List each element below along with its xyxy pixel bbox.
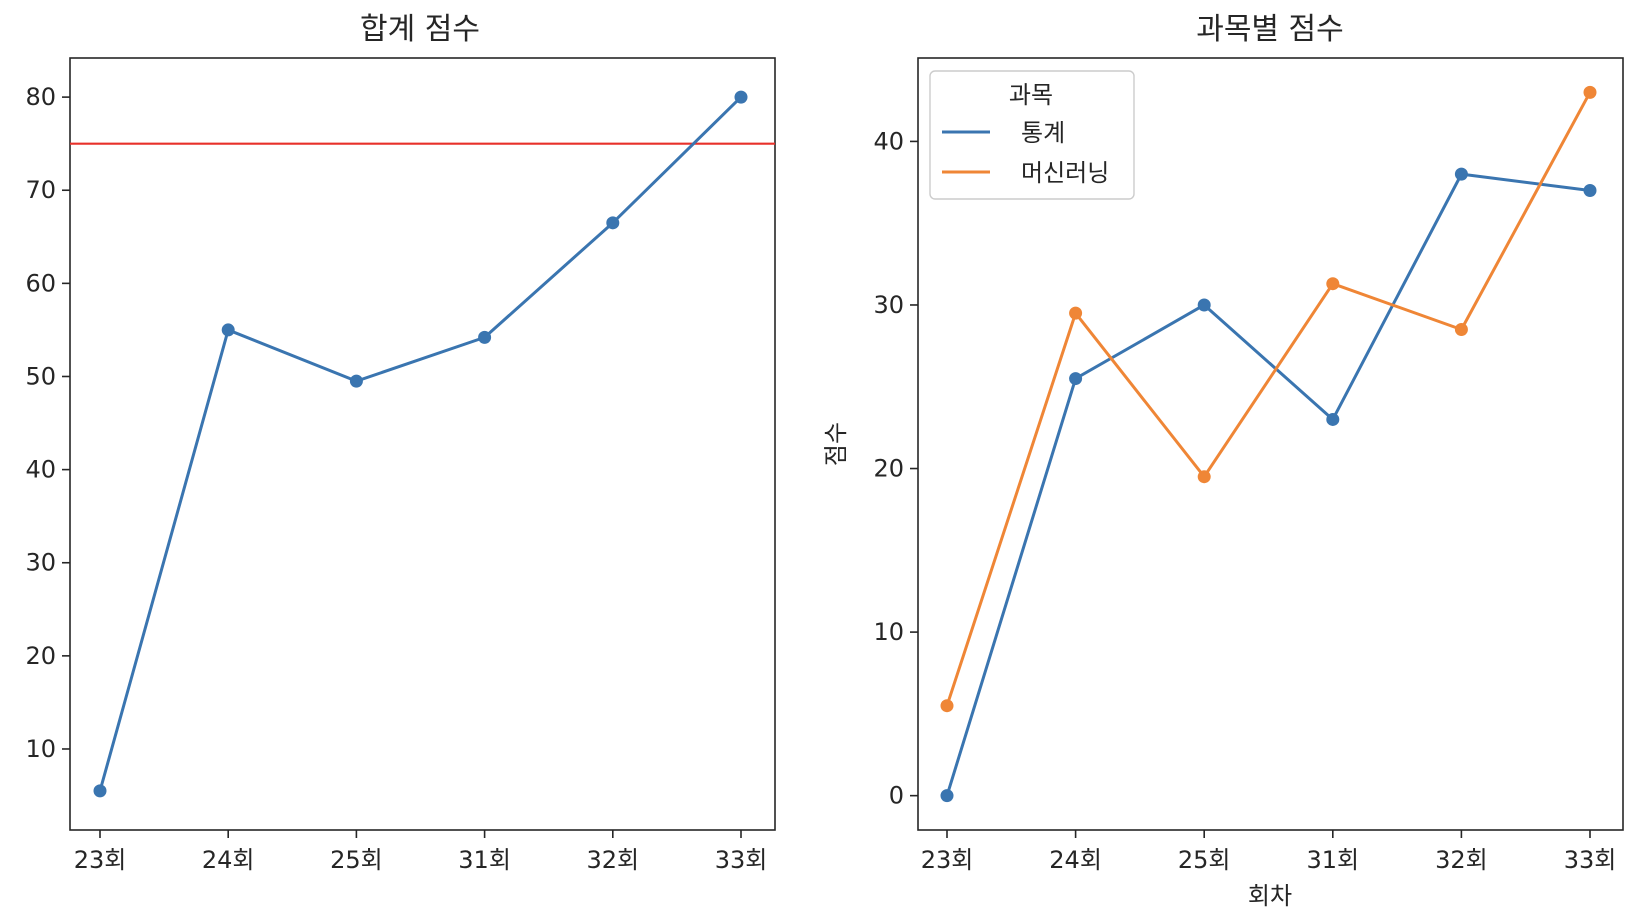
y-tick-label: 30 bbox=[873, 291, 904, 319]
data-point-series-2 bbox=[1454, 323, 1468, 337]
chart-title: 합계 점수 bbox=[360, 12, 480, 47]
x-tick-label: 23회 bbox=[74, 846, 127, 874]
data-point-series-1 bbox=[606, 216, 620, 230]
plot-frame bbox=[69, 57, 776, 831]
legend: 과목 통계 머신러닝 bbox=[929, 70, 1135, 200]
data-point-series-1 bbox=[349, 374, 363, 388]
x-axis: 23회 24회 25회 31회 32회 33회 bbox=[921, 830, 1617, 874]
plot-frame bbox=[917, 57, 1624, 831]
y-tick-label: 0 bbox=[889, 782, 904, 810]
y-tick-label: 80 bbox=[25, 83, 56, 111]
y-axis-label: 점수 bbox=[822, 422, 850, 466]
data-point-series-1 bbox=[734, 90, 748, 104]
y-tick-label: 70 bbox=[25, 176, 56, 204]
y-tick-label: 40 bbox=[873, 127, 904, 155]
y-tick-label: 10 bbox=[25, 735, 56, 763]
x-tick-label: 31회 bbox=[458, 846, 511, 874]
total-score-chart: 합계 점수 10 20 30 40 50 60 70 80 23회 24회 25회 31회 32회 33… bbox=[25, 12, 776, 874]
x-tick-label: 32회 bbox=[1435, 846, 1488, 874]
legend-label-series-1: 통계 bbox=[1021, 119, 1065, 147]
series-line-1 bbox=[98, 96, 743, 792]
data-point-series-1 bbox=[221, 323, 235, 337]
series-line-1 bbox=[945, 172, 1591, 797]
data-point-series-1 bbox=[1069, 372, 1083, 386]
y-tick-label: 20 bbox=[873, 455, 904, 483]
x-tick-label: 25회 bbox=[330, 846, 383, 874]
subject-score-chart: 과목별 점수 0 10 20 30 40 23회 24회 25회 31회 32회 33회 점수 회… bbox=[822, 12, 1624, 910]
x-tick-label: 24회 bbox=[1049, 846, 1102, 874]
y-axis: 0 10 20 30 40 bbox=[873, 127, 918, 810]
series-layer bbox=[93, 90, 748, 798]
data-point-series-2 bbox=[1197, 470, 1211, 484]
data-point-series-1 bbox=[478, 330, 492, 344]
data-point-series-2 bbox=[1069, 306, 1083, 320]
y-tick-label: 50 bbox=[25, 362, 56, 390]
data-point-series-1 bbox=[93, 784, 107, 798]
series-line-2 bbox=[945, 91, 1592, 707]
x-tick-label: 33회 bbox=[715, 846, 768, 874]
data-point-series-2 bbox=[940, 699, 954, 713]
series-layer bbox=[940, 85, 1597, 803]
legend-label-series-2: 머신러닝 bbox=[1021, 159, 1109, 187]
x-axis-label: 회차 bbox=[1248, 882, 1292, 910]
y-tick-label: 30 bbox=[25, 549, 56, 577]
y-tick-label: 40 bbox=[25, 456, 56, 484]
y-tick-label: 60 bbox=[25, 269, 56, 297]
legend-title: 과목 bbox=[1009, 81, 1053, 109]
x-tick-label: 25회 bbox=[1178, 846, 1231, 874]
data-point-series-1 bbox=[1454, 167, 1468, 181]
y-tick-label: 20 bbox=[25, 642, 56, 670]
y-axis: 10 20 30 40 50 60 70 80 bbox=[25, 83, 70, 763]
x-tick-label: 23회 bbox=[921, 846, 974, 874]
data-point-series-1 bbox=[1197, 298, 1211, 312]
data-point-series-1 bbox=[940, 789, 954, 803]
x-tick-label: 32회 bbox=[586, 846, 639, 874]
x-axis: 23회 24회 25회 31회 32회 33회 bbox=[74, 830, 768, 874]
data-point-series-1 bbox=[1326, 412, 1340, 426]
x-tick-label: 24회 bbox=[202, 846, 255, 874]
chart-title: 과목별 점수 bbox=[1196, 12, 1344, 47]
x-tick-label: 31회 bbox=[1306, 846, 1359, 874]
data-point-series-2 bbox=[1583, 85, 1597, 99]
data-point-series-1 bbox=[1583, 183, 1597, 197]
legend-frame bbox=[929, 70, 1135, 200]
x-tick-label: 33회 bbox=[1564, 846, 1617, 874]
y-tick-label: 10 bbox=[873, 618, 904, 646]
data-point-series-2 bbox=[1326, 277, 1340, 291]
